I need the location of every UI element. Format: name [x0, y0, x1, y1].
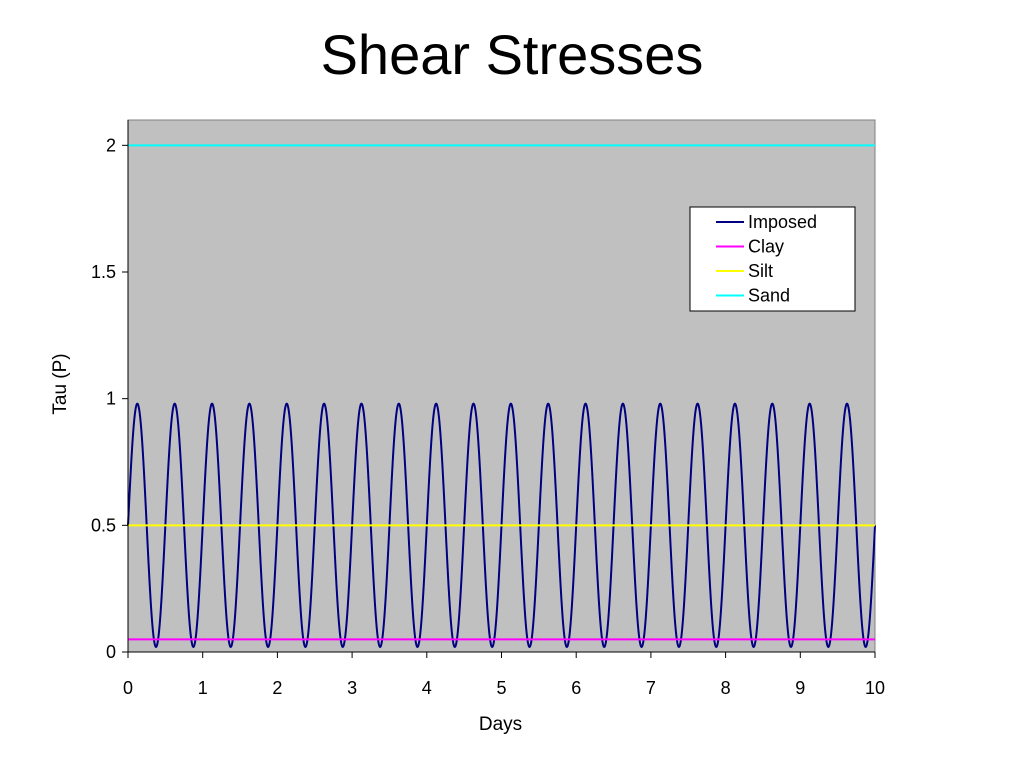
x-tick-label: 7 [646, 678, 656, 698]
x-tick-label: 6 [571, 678, 581, 698]
x-axis-label: Days [479, 714, 522, 735]
legend-label-imposed: Imposed [748, 212, 817, 232]
legend-label-silt: Silt [748, 261, 773, 281]
y-tick-label: 1 [106, 389, 116, 409]
legend: Imposed Clay Silt Sand [689, 206, 856, 312]
x-tick-label: 0 [123, 678, 133, 698]
legend-box [689, 206, 856, 312]
legend-label-sand: Sand [748, 286, 790, 306]
slide-title: Shear Stresses [320, 23, 704, 86]
y-axis-label: Tau (P) [50, 353, 71, 414]
x-tick-label: 2 [272, 678, 282, 698]
y-tick-label: 0 [106, 642, 116, 662]
y-tick-label: 0.5 [91, 515, 116, 535]
plot-area [127, 119, 876, 653]
x-tick-label: 3 [347, 678, 357, 698]
x-tick-label: 5 [496, 678, 506, 698]
axes-group: 0 0.5 1 1.5 2 0 1 2 3 4 5 6 7 8 9 10 Days Tau (P) [50, 120, 885, 735]
plot-area-group [127, 119, 876, 653]
x-tick-label: 9 [795, 678, 805, 698]
x-tick-label: 8 [721, 678, 731, 698]
x-tick-label: 1 [198, 678, 208, 698]
legend-label-clay: Clay [748, 237, 784, 257]
y-tick-label: 1.5 [91, 262, 116, 282]
x-tick-label: 10 [865, 678, 885, 698]
y-tick-label: 2 [106, 135, 116, 155]
x-tick-label: 4 [422, 678, 432, 698]
series-group [127, 144, 876, 649]
